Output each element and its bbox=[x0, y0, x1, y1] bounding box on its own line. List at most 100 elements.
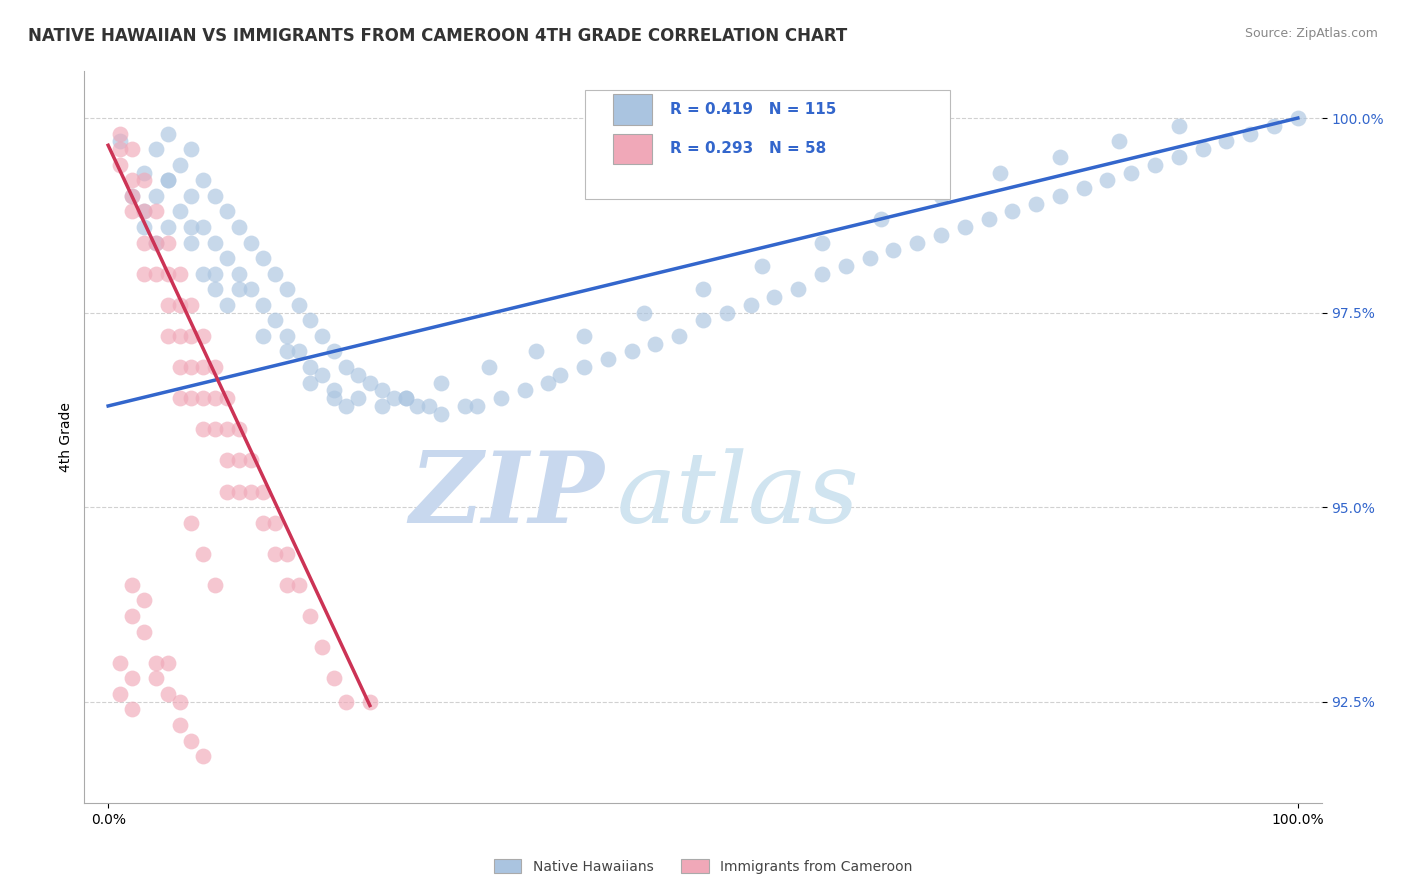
Point bbox=[692, 313, 714, 327]
Point bbox=[193, 547, 215, 561]
Point bbox=[323, 671, 346, 685]
Point bbox=[311, 640, 333, 655]
Point bbox=[108, 135, 131, 149]
Text: ZIP: ZIP bbox=[409, 448, 605, 544]
Point bbox=[180, 391, 202, 405]
Point bbox=[394, 391, 416, 405]
Point bbox=[252, 484, 274, 499]
Point bbox=[169, 329, 191, 343]
Point bbox=[156, 219, 179, 234]
Point bbox=[217, 422, 239, 436]
Point bbox=[169, 695, 191, 709]
Point bbox=[121, 173, 143, 187]
Point bbox=[156, 687, 179, 701]
Point bbox=[132, 235, 155, 250]
Point bbox=[1121, 165, 1143, 179]
Point bbox=[132, 173, 155, 187]
Point bbox=[228, 422, 250, 436]
Point bbox=[751, 259, 773, 273]
Point bbox=[108, 158, 131, 172]
Point bbox=[335, 695, 357, 709]
Point bbox=[371, 384, 394, 398]
Point bbox=[193, 391, 215, 405]
Point bbox=[835, 259, 858, 273]
Point bbox=[1167, 150, 1189, 164]
Point bbox=[169, 391, 191, 405]
Point bbox=[132, 204, 155, 219]
Point bbox=[228, 484, 250, 499]
Point bbox=[478, 359, 501, 374]
Point bbox=[169, 267, 191, 281]
Point bbox=[359, 695, 381, 709]
Point bbox=[572, 359, 595, 374]
Point bbox=[263, 267, 285, 281]
Point bbox=[276, 329, 298, 343]
Point bbox=[335, 399, 357, 413]
Point bbox=[252, 516, 274, 530]
Point bbox=[145, 235, 167, 250]
Point bbox=[1263, 119, 1285, 133]
Point bbox=[180, 516, 202, 530]
Point bbox=[347, 391, 370, 405]
Point bbox=[692, 282, 714, 296]
Point bbox=[323, 344, 346, 359]
Point bbox=[1097, 173, 1119, 187]
Text: R = 0.293   N = 58: R = 0.293 N = 58 bbox=[669, 142, 825, 156]
Point bbox=[513, 384, 536, 398]
Point bbox=[193, 219, 215, 234]
Point bbox=[454, 399, 477, 413]
Point bbox=[347, 368, 370, 382]
Point bbox=[145, 189, 167, 203]
Point bbox=[323, 384, 346, 398]
Point bbox=[406, 399, 429, 413]
Point bbox=[252, 329, 274, 343]
Point bbox=[169, 158, 191, 172]
Point bbox=[228, 282, 250, 296]
Point bbox=[489, 391, 512, 405]
Point bbox=[929, 227, 952, 242]
Point bbox=[145, 656, 167, 670]
Point bbox=[287, 298, 309, 312]
Point bbox=[121, 189, 143, 203]
Legend: Native Hawaiians, Immigrants from Cameroon: Native Hawaiians, Immigrants from Camero… bbox=[488, 854, 918, 880]
Point bbox=[787, 282, 810, 296]
Point bbox=[169, 298, 191, 312]
Point bbox=[263, 516, 285, 530]
Point bbox=[204, 235, 226, 250]
Point bbox=[132, 165, 155, 179]
Point bbox=[1049, 150, 1071, 164]
Point bbox=[145, 142, 167, 156]
Point bbox=[740, 298, 762, 312]
Point bbox=[299, 609, 322, 624]
Point bbox=[156, 173, 179, 187]
Point bbox=[287, 578, 309, 592]
Point bbox=[217, 204, 239, 219]
Point bbox=[977, 212, 1000, 227]
Text: atlas: atlas bbox=[616, 448, 859, 543]
Point bbox=[217, 484, 239, 499]
Point bbox=[121, 142, 143, 156]
Point bbox=[263, 313, 285, 327]
Y-axis label: 4th Grade: 4th Grade bbox=[59, 402, 73, 472]
Point bbox=[1167, 119, 1189, 133]
Point bbox=[418, 399, 440, 413]
Point bbox=[228, 453, 250, 467]
Point bbox=[204, 422, 226, 436]
Point bbox=[548, 368, 571, 382]
Point bbox=[299, 313, 322, 327]
Text: R = 0.419   N = 115: R = 0.419 N = 115 bbox=[669, 102, 837, 117]
Point bbox=[263, 547, 285, 561]
Point bbox=[1286, 111, 1309, 125]
Point bbox=[169, 204, 191, 219]
Point bbox=[644, 336, 666, 351]
Point bbox=[526, 344, 548, 359]
Point bbox=[1108, 135, 1130, 149]
Point bbox=[132, 593, 155, 607]
Bar bbox=[613, 134, 652, 164]
Point bbox=[276, 547, 298, 561]
Point bbox=[228, 219, 250, 234]
Point bbox=[239, 453, 262, 467]
Point bbox=[811, 235, 834, 250]
Point bbox=[537, 376, 560, 390]
Point bbox=[145, 204, 167, 219]
